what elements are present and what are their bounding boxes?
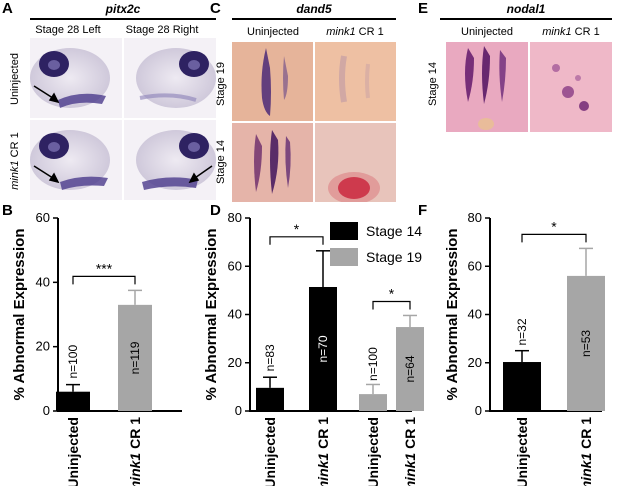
panel-c-embryo-images (232, 42, 396, 202)
chart-b-sig-bracket (72, 275, 136, 285)
panel-a-col-right: Stage 28 Right (125, 24, 199, 36)
panel-a-embryo-images (30, 38, 216, 200)
chart-d-legend-swatch (330, 222, 358, 240)
panel-label-c: C (210, 0, 221, 17)
chart-d-sig-bracket (269, 236, 324, 245)
panel-c-gene-title: dand5 (296, 2, 332, 16)
panel-label-b: B (2, 202, 13, 219)
chart-f-y-tick-label: 60 (468, 258, 482, 273)
chart-d-sig-bracket (372, 300, 411, 310)
chart-b-bar (118, 304, 152, 411)
chart-d-n-label: n=70 (316, 335, 330, 362)
chart-f-y-tick-label: 40 (468, 307, 482, 322)
panel-label-a: A (2, 0, 13, 17)
chart-d-bar (359, 394, 387, 411)
chart-f-y-tick-label: 80 (468, 210, 482, 225)
panel-c-col-right: mink1 CR 1 (326, 26, 384, 38)
chart-b-y-label: % Abnormal Expression (11, 229, 28, 401)
panel-e-embryo-svg (446, 42, 612, 132)
chart-f-n-label: n=53 (579, 330, 593, 357)
panel-e-col-right: mink1 CR 1 (542, 26, 600, 38)
panel-e-embryo-images (446, 42, 612, 132)
chart-f-bar (503, 362, 541, 411)
chart-f-y-tick-label: 20 (468, 355, 482, 370)
chart-f-y-tick-label: 0 (475, 403, 482, 418)
chart-d-bar (256, 387, 284, 411)
chart-d-y-tick-label: 0 (235, 403, 242, 418)
panel-label-e: E (418, 0, 429, 17)
chart-d-category-label: Uninjected (262, 417, 278, 486)
chart-f-n-label: n=32 (515, 318, 529, 345)
chart-d-y-tick-label: 40 (228, 307, 242, 322)
panel-e-gene-title: nodal1 (506, 2, 546, 16)
chart-d-legend-swatch (330, 248, 358, 266)
panel-a-title-rule (30, 18, 216, 20)
chart-d-sig-label: * (294, 221, 300, 237)
chart-b-y-tick-label: 60 (36, 210, 50, 225)
chart-b-category-label: Uninjected (65, 417, 81, 486)
chart-b-category-label: mink1 CR 1 (127, 417, 143, 486)
chart-d-bar (396, 327, 424, 411)
panel-c-col-left: Uninjected (247, 26, 299, 38)
panel-c-title-rule (232, 18, 396, 20)
chart-d-category-label: Uninjected (365, 417, 381, 486)
panel-label-f: F (418, 202, 428, 219)
chart-b-n-label: n=100 (66, 345, 80, 379)
chart-d-n-label: n=100 (366, 347, 380, 381)
chart-d-y-tick-label: 20 (228, 355, 242, 370)
chart-b-y-tick-label: 0 (43, 403, 50, 418)
chart-d-y-tick-label: 60 (228, 258, 242, 273)
chart-f-sig-bracket (521, 233, 587, 243)
chart-d-category-label: mink1 CR 1 (315, 417, 331, 486)
chart-b-bar (56, 391, 90, 411)
panel-a-col-left: Stage 28 Left (35, 24, 101, 36)
chart-d-y-tick-label: 80 (228, 210, 242, 225)
chart-f-y-label: % Abnormal Expression (444, 229, 461, 401)
panel-a-gene-title: pitx2c (105, 2, 141, 16)
chart-d-sig-label: * (389, 285, 395, 301)
chart-b-y-tick-label: 20 (36, 339, 50, 354)
panel-c-embryo-svg (232, 42, 396, 202)
chart-d-n-label: n=64 (403, 355, 417, 382)
panel-a-embryo-svg (30, 38, 216, 200)
chart-b-n-label: n=119 (128, 341, 142, 374)
panel-e-col-left: Uninjected (461, 26, 513, 38)
chart-d-category-label: mink1 CR 1 (402, 417, 418, 486)
chart-f-bar (567, 275, 605, 411)
chart-d-bar (309, 286, 337, 411)
chart-f-category-label: Uninjected (514, 417, 530, 486)
chart-d-legend-label: Stage 19 (366, 249, 422, 265)
panel-e-title-rule (440, 18, 612, 20)
chart-d-legend-label: Stage 14 (366, 223, 422, 239)
chart-b-y-tick-label: 40 (36, 274, 50, 289)
chart-b-sig-label: *** (96, 260, 113, 276)
chart-f-category-label: mink1 CR 1 (578, 417, 594, 486)
chart-f-sig-label: * (551, 218, 557, 234)
panel-label-d: D (210, 202, 221, 219)
chart-d-y-label: % Abnormal Expression (203, 229, 220, 401)
chart-d-n-label: n=83 (263, 344, 277, 371)
